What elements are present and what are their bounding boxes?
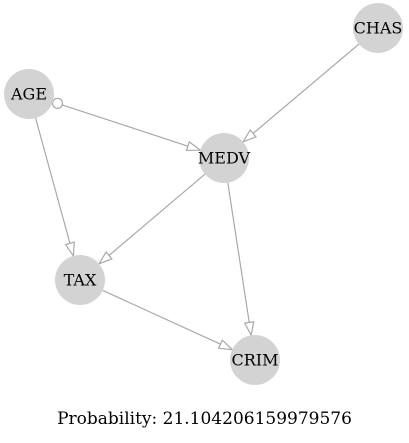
arrowhead-marker — [64, 241, 75, 258]
edges-layer — [35, 43, 360, 351]
node-circle — [230, 335, 280, 385]
nodes-layer: CHAS AGE MEDV TAX CRIM — [4, 3, 403, 385]
arrowhead-marker — [217, 339, 234, 351]
node-circle — [4, 69, 54, 119]
circle-endpoint-marker — [51, 97, 64, 109]
node-label: CRIM — [232, 351, 279, 370]
edge-medv-tax — [97, 173, 206, 266]
node-chas: CHAS — [353, 3, 403, 53]
node-age: AGE — [4, 69, 54, 119]
node-label: CHAS — [354, 19, 403, 38]
node-circle — [199, 133, 249, 183]
arrowhead-marker — [241, 129, 257, 144]
edge-line — [227, 182, 250, 323]
edge-line — [35, 117, 71, 244]
arrowhead-marker — [97, 250, 113, 266]
edge-age-medv — [51, 97, 202, 152]
probability-caption: Probability: 21.104206159979576 — [57, 409, 352, 429]
arrowhead-marker — [243, 321, 255, 338]
node-label: TAX — [64, 271, 97, 290]
node-medv: MEDV — [198, 133, 251, 183]
node-circle — [353, 3, 403, 53]
causal-graph: CHAS AGE MEDV TAX CRIM — [4, 3, 403, 385]
node-crim: CRIM — [230, 335, 280, 385]
node-label: AGE — [10, 85, 47, 104]
edge-line — [62, 104, 189, 147]
edge-chas-medv — [241, 43, 360, 144]
node-circle — [55, 255, 105, 305]
edge-line — [102, 289, 221, 345]
edge-medv-crim — [227, 182, 255, 338]
edge-line — [108, 173, 206, 256]
edge-line — [252, 43, 360, 134]
edge-age-tax — [35, 117, 75, 258]
node-tax: TAX — [55, 255, 105, 305]
node-label: MEDV — [198, 149, 251, 168]
arrowhead-marker — [185, 140, 202, 152]
edge-tax-crim — [102, 289, 234, 351]
